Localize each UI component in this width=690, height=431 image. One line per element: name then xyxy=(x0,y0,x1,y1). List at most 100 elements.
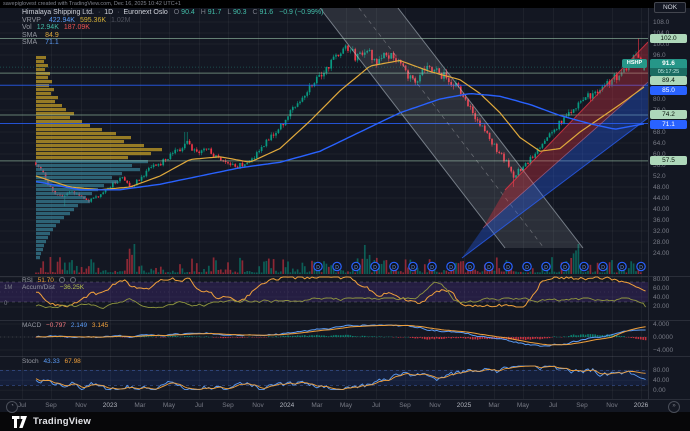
vrvp-label[interactable]: VRVP xyxy=(22,16,41,24)
symbol-name[interactable]: Himalaya Shipping Ltd. xyxy=(22,9,94,16)
dividend-marker-icon[interactable] xyxy=(351,261,361,272)
indicator-row-volume[interactable]: Vol 12.94K 187.09K xyxy=(22,24,323,32)
dividend-marker-letter: D xyxy=(316,265,320,271)
price-tick: 104.0 xyxy=(653,29,670,37)
time-label-month: Sep xyxy=(45,402,57,409)
macd-label[interactable]: MACD xyxy=(22,322,42,329)
time-label-month: Nov xyxy=(75,402,87,409)
rsi-tick: 20.00 xyxy=(653,303,670,310)
clock-icon[interactable]: ◔ xyxy=(6,401,18,413)
dividend-marker-letter: D xyxy=(468,265,472,271)
left-scale-tick: 0 xyxy=(4,301,8,307)
sma-slow-value: 71.1 xyxy=(45,39,59,47)
dividend-marker-icon[interactable] xyxy=(503,261,513,272)
time-label-month: Mar xyxy=(134,402,146,409)
price-tick: 48.00 xyxy=(653,183,670,191)
time-label-month: Sep xyxy=(399,402,411,409)
dividend-marker-icon[interactable] xyxy=(446,261,456,272)
dividend-marker-icon[interactable] xyxy=(522,261,532,272)
symbol-interval[interactable]: 1D xyxy=(104,9,114,16)
sma-fast-value: 84.9 xyxy=(45,31,59,39)
dividend-marker-icon[interactable] xyxy=(427,261,437,272)
dividend-marker-icon[interactable] xyxy=(636,261,646,272)
dividend-marker-letter: D xyxy=(392,265,396,271)
price-level-label: 89.4 xyxy=(650,76,687,86)
time-label-month: Sep xyxy=(222,402,234,409)
vrvp-value-3: 1.02M xyxy=(110,16,131,24)
price-scale[interactable] xyxy=(648,8,690,399)
indicator-row-sma-fast[interactable]: SMA 84.9 xyxy=(22,32,323,40)
price-tick: 32.00 xyxy=(653,227,670,235)
price-level-label: 57.5 xyxy=(650,156,687,166)
macd-tick: −4.000 xyxy=(653,347,674,354)
time-scale[interactable] xyxy=(0,399,690,413)
indicator-row-sma-slow[interactable]: SMA 71.1 xyxy=(22,39,323,47)
currency-button[interactable]: NOK xyxy=(654,2,686,13)
symbol-exchange: Euronext Oslo xyxy=(123,9,168,16)
time-label-month: May xyxy=(162,402,176,409)
stoch-tick: 80.00 xyxy=(653,367,670,374)
dividend-marker-letter: D xyxy=(335,265,339,271)
volume-label[interactable]: Vol xyxy=(22,24,32,32)
dividend-marker-letter: D xyxy=(506,265,510,271)
stoch-legend[interactable]: Stoch 43.33 67.98 xyxy=(22,358,81,365)
stoch-label[interactable]: Stoch xyxy=(22,358,39,365)
dividend-marker-letter: D xyxy=(525,265,529,271)
dividend-marker-letter: D xyxy=(449,265,453,271)
dividend-marker-icon[interactable] xyxy=(484,261,494,272)
price-tick: 24.00 xyxy=(653,249,670,257)
price-tick: 40.00 xyxy=(653,205,670,213)
dividend-marker-icon[interactable] xyxy=(617,261,627,272)
time-label-month: May xyxy=(339,402,353,409)
symbol-title-row[interactable]: Himalaya Shipping Ltd. · 1D · Euronext O… xyxy=(22,9,323,17)
rsi-legend[interactable]: RSI 51.70 xyxy=(22,277,76,284)
dividend-marker-icon[interactable] xyxy=(332,261,342,272)
stoch-tick: 0.00 xyxy=(653,387,666,394)
dividend-marker-letter: D xyxy=(487,265,491,271)
price-level-label: 74.2 xyxy=(650,110,687,120)
price-tick: 60.0 xyxy=(653,150,666,158)
dividend-marker-icon[interactable] xyxy=(313,261,323,272)
dividend-marker-icon[interactable] xyxy=(560,261,570,272)
time-label-month: Jul xyxy=(17,402,27,409)
time-label-year: 2024 xyxy=(279,402,295,409)
dividend-marker-letter: D xyxy=(544,265,548,271)
dividend-marker-icon[interactable] xyxy=(598,261,608,272)
time-label-month: Jul xyxy=(194,402,204,409)
time-label-month: Sep xyxy=(576,402,588,409)
dividend-marker-letter: D xyxy=(411,265,415,271)
dividend-marker-icon[interactable] xyxy=(408,261,418,272)
more-options-icon[interactable] xyxy=(69,277,76,284)
dividend-marker-icon[interactable] xyxy=(370,261,380,272)
eye-icon[interactable] xyxy=(58,277,65,284)
accdist-value: −36.25K xyxy=(59,284,85,291)
time-label-month: Nov xyxy=(252,402,264,409)
separator-dot: · xyxy=(117,9,120,16)
dividend-marker-icon[interactable] xyxy=(541,261,551,272)
dividend-marker-letter: D xyxy=(373,265,377,271)
stoch-k-value: 43.33 xyxy=(43,358,60,365)
rsi-label[interactable]: RSI xyxy=(22,277,33,284)
indicator-row-vrvp[interactable]: VRVP 422.94K 595.36K 1.02M xyxy=(22,17,323,25)
dividend-marker-letter: D xyxy=(430,265,434,271)
dividend-marker-icon[interactable] xyxy=(465,261,475,272)
tradingview-logo-icon[interactable] xyxy=(12,415,27,428)
accdist-label[interactable]: Accum/Dist xyxy=(22,284,55,291)
rsi-tick: 80.00 xyxy=(653,276,670,283)
last-price-label: 91.6 05:17:25 xyxy=(650,58,687,76)
tradingview-brand[interactable]: TradingView xyxy=(33,416,91,427)
high-value: 91.7 xyxy=(207,9,222,16)
macd-line-value: 2.149 xyxy=(70,322,88,329)
macd-legend[interactable]: MACD −0.797 2.149 3.145 xyxy=(22,322,108,329)
price-tick: 68.0 xyxy=(653,128,666,136)
sma-slow-label[interactable]: SMA xyxy=(22,39,38,47)
rsi-value: 51.70 xyxy=(37,277,54,284)
scroll-to-recent-icon[interactable]: » xyxy=(668,401,680,413)
dividend-marker-icon[interactable] xyxy=(389,261,399,272)
accdist-legend[interactable]: Accum/Dist −36.25K xyxy=(22,284,84,291)
dividend-marker-icon[interactable] xyxy=(579,261,589,272)
sma-fast-label[interactable]: SMA xyxy=(22,31,38,39)
price-tick: 52.0 xyxy=(653,172,666,180)
